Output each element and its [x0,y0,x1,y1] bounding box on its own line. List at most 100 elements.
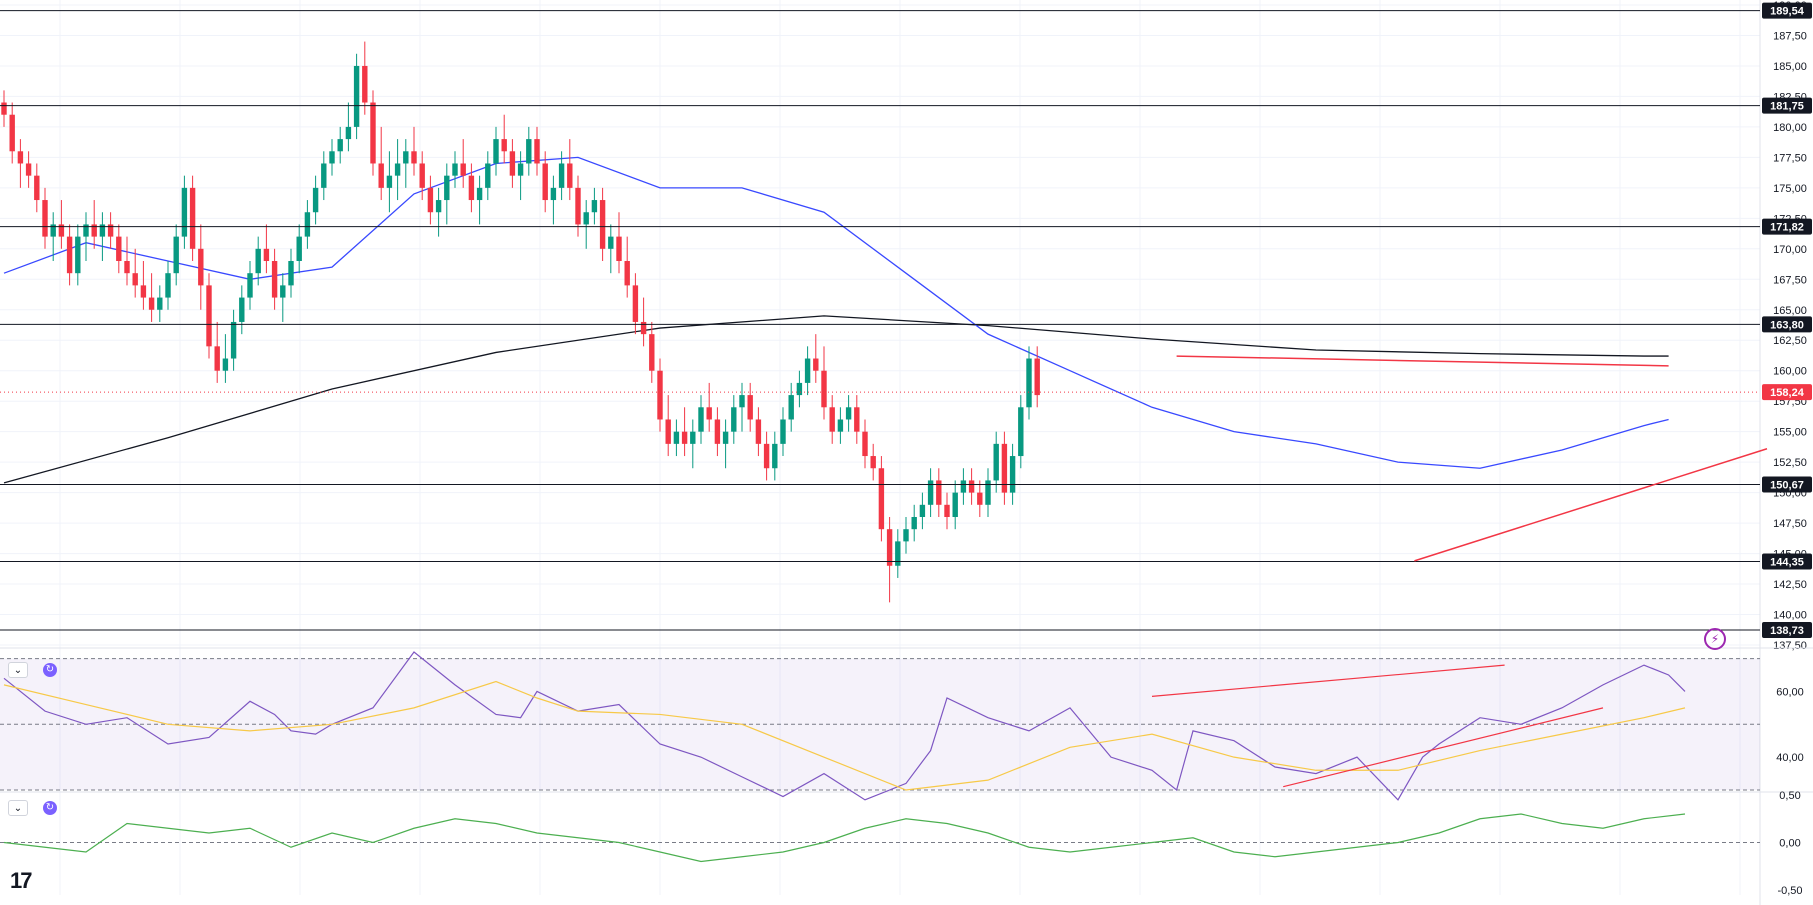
candle-body [140,285,147,298]
candle-body [788,395,794,420]
candle-body [886,529,893,566]
candle-body [9,114,15,152]
candle-body [977,492,983,505]
candle-body [230,321,237,359]
candle [337,126,343,164]
candle [116,224,122,274]
price-tick-label: 180,00 [1773,122,1807,134]
candle-body [944,504,950,517]
candle [394,139,401,201]
candle [624,236,630,298]
level-label-bg [1762,316,1812,333]
candle [107,212,114,249]
candle [1001,431,1008,505]
lightning-icon[interactable]: ⚡ [1704,628,1726,650]
tradingview-logo-icon[interactable]: 17 [10,868,33,893]
candle [263,224,270,274]
candle-body [1001,443,1008,493]
candle [616,212,622,274]
level-label-bg [1762,97,1812,114]
candle [837,407,844,444]
candle [526,126,532,176]
rsi-collapse-button[interactable]: ⌄ [8,662,28,678]
level-label: 150,67 [1770,479,1804,491]
candle [878,456,885,542]
candle-body [952,492,958,517]
candle-body [91,224,97,237]
candle [140,261,147,310]
mfi-collapse-button[interactable]: ⌄ [8,800,28,816]
candle [985,468,991,517]
candle [829,395,835,444]
osc-tick-label: 0,00 [1779,838,1800,850]
candle-body [763,443,770,469]
candle-body [386,175,393,188]
candle-body [476,187,483,201]
candle [542,151,548,213]
candle [567,139,573,201]
candle [591,187,598,225]
candle [714,407,721,457]
candle-body [58,224,65,237]
candle-body [17,151,24,164]
candle [927,468,934,517]
candle-body [148,297,155,310]
candle-body [837,419,844,432]
candle-body [362,65,368,103]
candle [345,102,352,152]
level-label: 138,73 [1770,625,1804,637]
candle [419,151,425,201]
candle-body [222,358,229,371]
candle [886,517,893,603]
mfi-refresh-icon[interactable]: ↻ [43,801,57,815]
candle-body [255,248,261,274]
candle-body [919,504,926,517]
rsi-signal-line [3,680,1686,791]
candle [755,407,762,457]
candle-body [247,273,253,298]
rsi-refresh-icon[interactable]: ↻ [43,663,57,677]
candle-body [640,321,647,335]
candle-body [435,200,442,213]
candle-body [649,334,655,371]
candle [66,224,73,286]
candle-body [411,151,417,164]
candle [411,126,417,176]
candle [649,321,655,383]
candle [9,102,15,164]
candle [124,236,130,286]
price-trendline [1176,355,1669,367]
rsi-tick-label: 40,00 [1776,752,1804,764]
candle-body [427,187,434,213]
candle-body [829,407,835,432]
candle-body [353,65,360,127]
candle [58,200,65,249]
current-price-label: 158,24 [1770,387,1805,399]
candle [288,248,294,298]
candle-body [370,102,376,164]
candle-body [1018,407,1024,457]
candle [845,395,852,432]
candle [772,431,778,481]
candle-body [394,163,401,176]
candle [132,248,138,298]
candle [1018,395,1024,469]
candle [509,139,516,188]
candle [690,419,696,469]
candle-body [239,297,245,322]
candle-body [632,285,639,322]
candle-body [173,236,179,274]
price-tick-label: 142,50 [1773,579,1807,591]
fast-moving-average-line [3,156,1669,469]
candle-body [206,285,212,347]
level-label-bg [1762,622,1812,639]
candle-body [813,358,819,371]
candle [1,90,7,127]
candle-body [845,407,852,420]
candle [854,395,860,444]
candle [403,139,409,188]
candle [968,468,975,505]
candle [378,126,384,201]
candle [34,163,40,213]
